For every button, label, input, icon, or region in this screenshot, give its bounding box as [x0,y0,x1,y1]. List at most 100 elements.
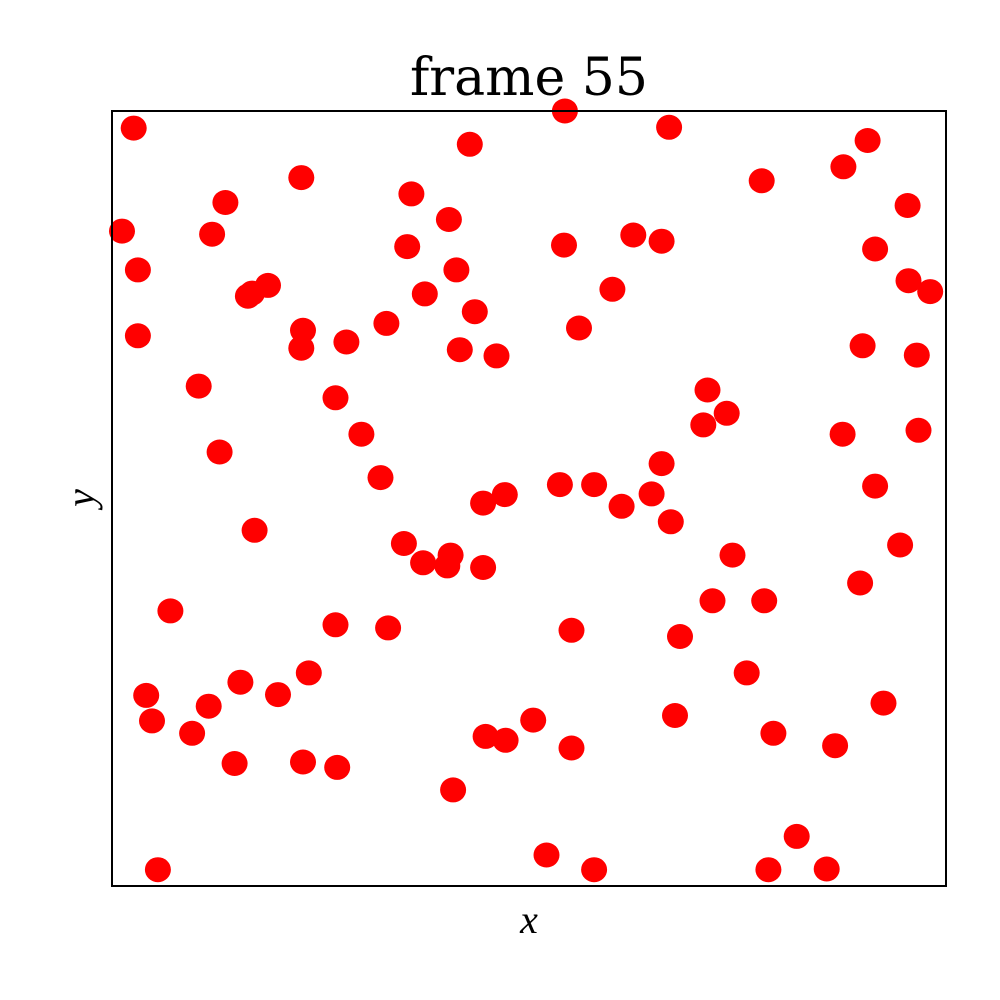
scatter-point-47 [206,439,233,465]
scatter-point-90 [221,751,248,776]
scatter-point-45 [829,421,856,447]
scatter-point-56 [608,493,635,519]
chart-title: frame 55 [410,48,648,108]
scatter-point-26 [917,279,944,305]
scatter-point-15 [648,228,675,254]
scatter-point-86 [492,727,519,753]
scatter-point-91 [290,749,316,775]
scatter-point-58 [241,517,268,543]
scatter-point-7 [748,168,775,194]
scatter-point-60 [887,532,914,558]
scatter-point-95 [533,842,560,868]
scatter-point-13 [199,221,226,247]
scatter-point-21 [895,268,922,294]
scatter-point-27 [234,283,261,309]
scatter-point-18 [862,236,889,262]
scatter-point-5 [830,154,857,180]
scatter-point-12 [109,218,135,244]
scatter-point-33 [333,329,360,355]
scatter-point-87 [760,720,787,746]
scatter-point-70 [322,612,349,638]
scatter-point-11 [435,207,462,232]
scatter-point-71 [375,615,402,641]
scatter-point-32 [124,323,151,349]
scatter-point-94 [783,823,810,849]
scatter-point-3 [456,131,483,157]
scatter-point-78 [265,682,291,708]
scatter-point-84 [179,720,206,746]
scatter-point-34 [288,335,315,361]
scatter-point-17 [551,232,577,258]
scatter-point-83 [520,707,547,733]
scatter-point-76 [227,669,254,695]
scatter-point-14 [620,222,647,248]
scatter-point-81 [662,703,688,728]
scatter-point-73 [667,624,693,649]
scatter-point-63 [410,550,437,576]
scatter-point-80 [870,690,897,716]
scatter-point-65 [470,555,497,580]
scatter-point-52 [862,473,889,499]
scatter-point-19 [124,257,151,283]
scatter-point-51 [581,472,608,498]
scatter-point-98 [755,857,782,883]
scatter-point-85 [472,723,499,749]
scatter-point-6 [288,165,315,191]
scatter-point-50 [546,472,573,498]
scatter-point-9 [212,190,239,215]
scatter-point-46 [905,417,932,443]
scatter-point-82 [139,708,165,734]
scatter-point-74 [295,660,322,686]
scatter-point-38 [903,342,930,368]
scatter-point-99 [813,856,840,882]
scatter-point-36 [849,333,876,359]
scatter-point-42 [713,400,740,426]
scatter-point-37 [483,343,510,369]
scatter-point-31 [290,317,316,343]
scatter-point-92 [324,754,351,780]
plot-frame [111,110,947,887]
scatter-point-93 [440,777,467,803]
scatter-point-53 [638,481,665,507]
scatter-point-2 [656,114,683,140]
scatter-point-43 [690,412,717,438]
scatter-point-75 [733,660,760,686]
scatter-point-79 [195,693,222,719]
scatter-point-64 [434,553,461,579]
scatter-point-44 [348,421,375,447]
scatter-point-72 [558,617,585,643]
scatter-point-68 [751,588,778,614]
scatter-point-28 [461,299,488,325]
y-axis-label: y [58,489,103,511]
scatter-point-59 [390,531,417,556]
scatter-point-67 [699,588,726,614]
scatter-point-8 [398,181,425,207]
scatter-point-30 [566,315,592,341]
scatter-point-20 [443,257,470,283]
scatter-point-57 [657,509,684,535]
scatter-point-77 [133,682,160,708]
scatter-point-55 [470,490,497,516]
scatter-point-35 [446,337,473,363]
scatter-point-88 [558,735,585,761]
scatter-point-25 [599,276,626,302]
scatter-point-0 [120,115,147,141]
scatter-point-48 [648,451,675,477]
scatter-point-97 [581,857,608,883]
scatter-point-29 [373,310,400,336]
scatter-point-39 [185,373,212,399]
scatter-point-49 [367,465,394,491]
scatter-point-10 [894,193,921,218]
scatter-point-54 [491,482,518,508]
scatter-point-66 [847,570,874,596]
scatter-point-24 [411,281,438,307]
scatter-point-89 [822,733,849,759]
scatter-point-62 [719,542,746,568]
points-layer [109,98,944,883]
scatter-point-96 [144,857,171,883]
x-axis-label: x [519,897,538,942]
scatter-point-40 [694,377,721,403]
scatter-point-69 [157,598,184,624]
scatter-point-41 [322,385,349,411]
